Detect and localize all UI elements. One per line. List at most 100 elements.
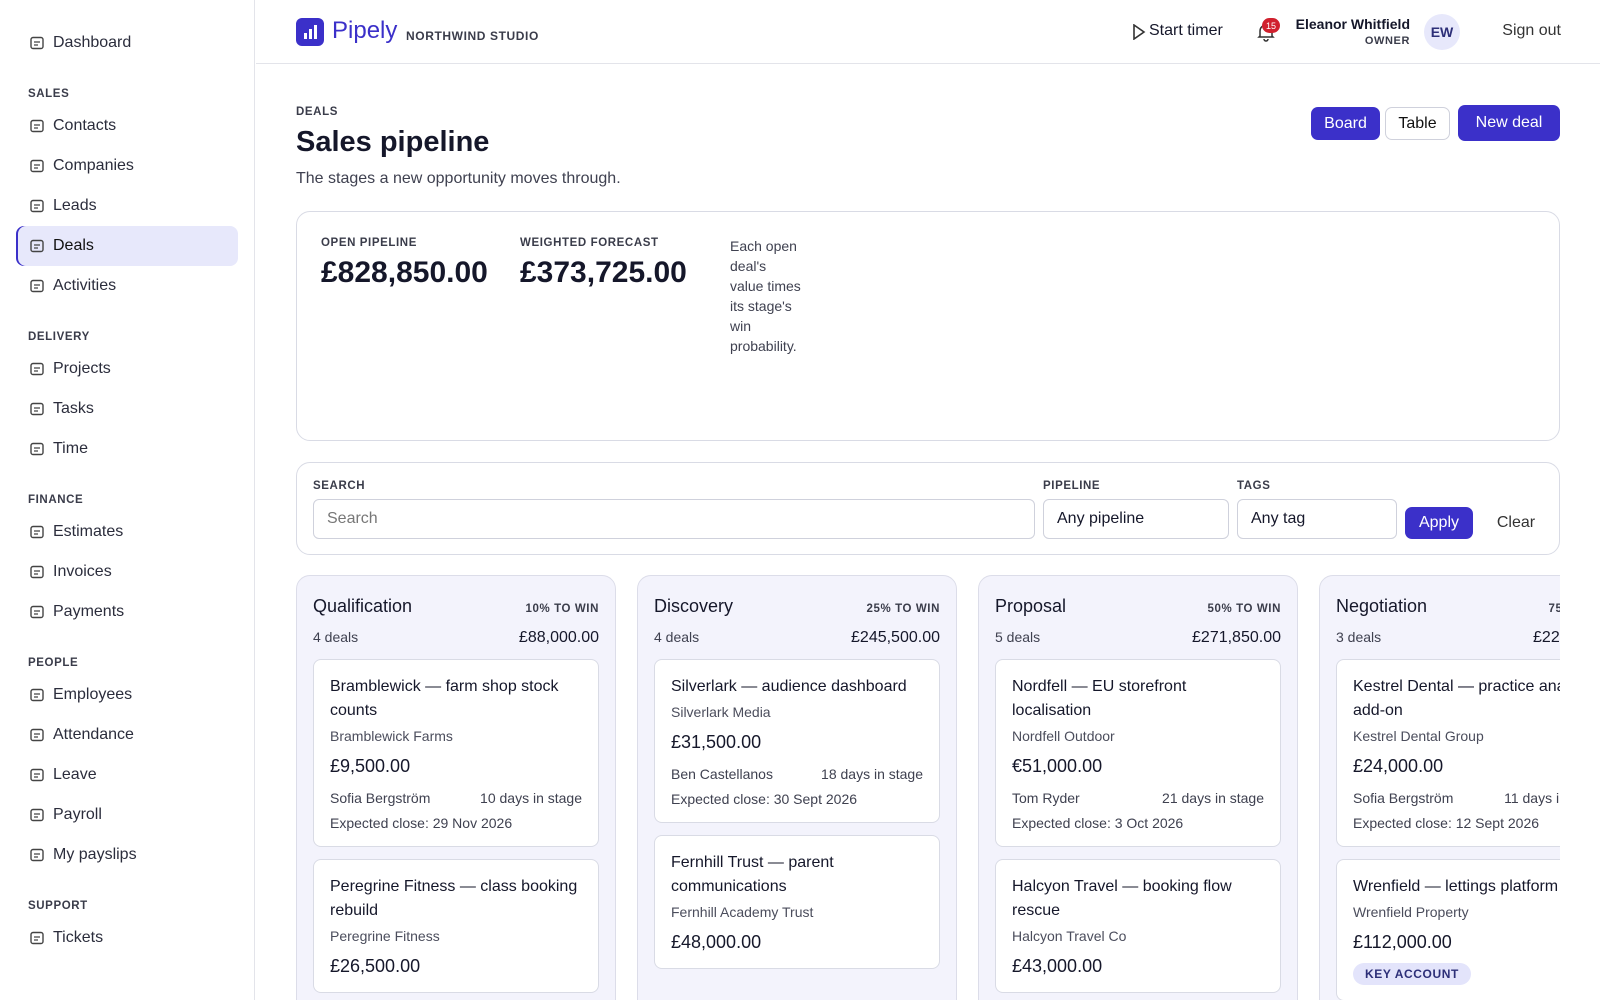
nav-item[interactable]: Companies: [16, 146, 238, 186]
nav-item[interactable]: Leads: [16, 186, 238, 226]
pipeline-value: Any pipeline: [1057, 510, 1145, 527]
nav-item[interactable]: Activities: [16, 266, 238, 306]
stats-panel: OPEN PIPELINE £828,850.00 WEIGHTED FORECAS…: [296, 211, 1560, 441]
clear-button[interactable]: Clear: [1496, 514, 1536, 531]
deal-card[interactable]: Nordfell — EU storefront localisation Nor…: [995, 659, 1281, 847]
nav-label: Leave: [53, 766, 97, 783]
nav-icon: [29, 401, 45, 417]
sidebar: Dashboard SALES Contacts Companies Leads Deal…: [0, 0, 255, 1000]
nav-heading: SALES: [28, 88, 70, 100]
search-input[interactable]: Search: [313, 499, 1035, 539]
apply-button[interactable]: Apply: [1405, 507, 1473, 539]
nav-icon-glyph: [30, 442, 44, 456]
nav-icon: [29, 35, 45, 51]
nav-icon: [29, 278, 45, 294]
deal-company: Halcyon Travel Co: [1012, 928, 1127, 944]
nav-icon: [29, 687, 45, 703]
stage-total: £271,850.00: [1192, 629, 1281, 646]
deal-amount: £112,000.00: [1353, 932, 1452, 952]
nav-item[interactable]: Dashboard: [16, 23, 238, 63]
nav-item[interactable]: My payslips: [16, 835, 238, 875]
nav-label: Dashboard: [53, 34, 132, 51]
nav-item[interactable]: Contacts: [16, 106, 238, 146]
stage-name: Qualification: [313, 596, 413, 616]
search-placeholder: Search: [327, 510, 378, 527]
brand: Pipely: [332, 17, 398, 44]
pipeline-select[interactable]: Any pipeline: [1043, 499, 1229, 539]
nav-label: Payments: [53, 603, 125, 620]
deal-close: Expected close: 3 Oct 2026: [1012, 815, 1184, 831]
stage-column: Negotiation 75% TO WIN 3 deals £223,000.00 K…: [1319, 575, 1560, 1000]
deal-card[interactable]: Wrenfield — lettings platform Wrenfield P…: [1336, 859, 1560, 1000]
nav-label: Employees: [53, 686, 133, 703]
nav-icon-glyph: [30, 402, 44, 416]
pipeline-board: Qualification 10% TO WIN 4 deals £88,000.00…: [296, 575, 1560, 1000]
nav-item[interactable]: Projects: [16, 349, 238, 389]
stage-name: Negotiation: [1336, 596, 1428, 616]
table-view-button[interactable]: Table: [1385, 107, 1450, 140]
nav-icon-glyph: [30, 119, 44, 133]
nav-item[interactable]: Invoices: [16, 552, 238, 592]
stage-column: Discovery 25% TO WIN 4 deals £245,500.00 Sil…: [637, 575, 957, 1000]
nav-label: Companies: [53, 157, 134, 174]
nav-label: Attendance: [53, 726, 134, 743]
nav-label: My payslips: [53, 846, 137, 863]
board-view-button[interactable]: Board: [1311, 107, 1380, 140]
nav-item[interactable]: Deals: [16, 226, 238, 266]
deal-card[interactable]: Peregrine Fitness — class booking rebuil…: [313, 859, 599, 993]
nav-item[interactable]: Tickets: [16, 918, 238, 958]
nav-label: Deals: [53, 237, 94, 254]
workspace[interactable]: NORTHWIND STUDIO: [406, 29, 539, 43]
page-subtitle: The stages a new opportunity moves throu…: [296, 170, 621, 187]
stage-name: Proposal: [995, 596, 1067, 616]
deal-card[interactable]: Halcyon Travel — booking flow rescue Halc…: [995, 859, 1281, 993]
nav-icon-glyph: [30, 605, 44, 619]
deal-card[interactable]: Bramblewick — farm shop stock counts Bram…: [313, 659, 599, 847]
sign-out[interactable]: Sign out: [1502, 22, 1561, 39]
nav-item[interactable]: Leave: [16, 755, 238, 795]
nav-heading: SUPPORT: [28, 900, 88, 912]
nav-item[interactable]: Tasks: [16, 389, 238, 429]
deal-card[interactable]: Silverlark — audience dashboard Silverlar…: [654, 659, 940, 823]
tags-select[interactable]: Any tag: [1237, 499, 1397, 539]
deal-title: Peregrine Fitness — class booking rebuil…: [330, 878, 578, 919]
stage-header: Proposal 50% TO WIN: [995, 596, 1281, 617]
deal-title: Silverlark — audience dashboard: [671, 678, 907, 695]
nav-item[interactable]: Employees: [16, 675, 238, 715]
nav-icon-glyph: [30, 239, 44, 253]
deal-amount: £48,000.00: [671, 932, 762, 952]
deal-age: 18 days in stage: [821, 766, 923, 782]
new-deal-button[interactable]: New deal: [1458, 105, 1560, 141]
user-role: OWNER: [1364, 35, 1410, 47]
nav-heading: PEOPLE: [28, 657, 79, 669]
nav-icon: [29, 198, 45, 214]
nav-item[interactable]: Estimates: [16, 512, 238, 552]
nav-item[interactable]: Time: [16, 429, 238, 469]
tags-label: TAGS: [1237, 480, 1271, 492]
deal-close: Expected close: 29 Nov 2026: [330, 815, 513, 831]
stage-total: £245,500.00: [851, 629, 940, 646]
nav-label: Tickets: [53, 929, 104, 946]
nav-label: Tasks: [53, 400, 94, 417]
nav-item[interactable]: Payments: [16, 592, 238, 632]
deal-tag: KEY ACCOUNT: [1353, 963, 1471, 985]
deal-meta: Ben Castellanos 18 days in stage: [671, 766, 923, 782]
stage-summary: 4 deals £245,500.00: [654, 629, 940, 647]
nav-item[interactable]: Attendance: [16, 715, 238, 755]
deal-card[interactable]: Fernhill Trust — parent communications Fe…: [654, 835, 940, 969]
deal-meta: Sofia Bergström 10 days in stage: [330, 790, 582, 806]
nav-icon: [29, 727, 45, 743]
nav-label: Activities: [53, 277, 117, 294]
stage-total: £88,000.00: [518, 629, 599, 646]
nav-icon-glyph: [30, 199, 44, 213]
deal-card[interactable]: Kestrel Dental — practice analytics add-…: [1336, 659, 1560, 847]
nav-label: Estimates: [53, 523, 124, 540]
play-icon: [1133, 24, 1146, 40]
nav-item[interactable]: Payroll: [16, 795, 238, 835]
nav-icon: [29, 564, 45, 580]
avatar[interactable]: EW: [1424, 14, 1460, 50]
start-timer[interactable]: Start timer: [1149, 22, 1223, 39]
page-title: Sales pipeline: [296, 126, 490, 158]
deal-owner: Ben Castellanos: [671, 766, 773, 782]
stat-label: WEIGHTED FORECAST: [520, 237, 659, 249]
